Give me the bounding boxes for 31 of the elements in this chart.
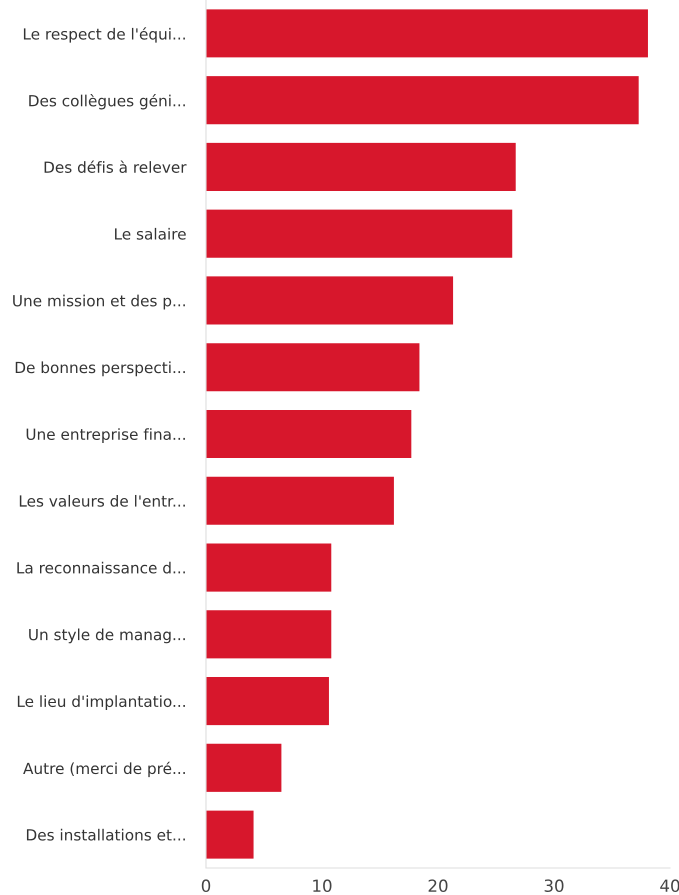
bar: [206, 9, 648, 58]
x-tick-label: 10: [313, 879, 332, 892]
bar: [206, 343, 420, 392]
x-tick-label: 40: [660, 879, 679, 892]
bar: [206, 276, 454, 324]
y-tick-label: Des installations et...: [26, 828, 185, 841]
x-tick-label: 30: [544, 879, 564, 892]
bar: [206, 544, 332, 592]
y-tick-label: Des collègues géni...: [29, 94, 185, 110]
y-tick-label: Autre (merci de pré...: [23, 762, 185, 778]
y-tick-label: Le respect de l'équi...: [24, 27, 185, 43]
y-tick-label: Le salaire: [115, 228, 186, 240]
x-tick-label: 0: [202, 879, 210, 892]
bar: [206, 410, 412, 458]
y-tick-label: Les valeurs de l'entr...: [20, 494, 185, 507]
y-tick-label: La reconnaissance d...: [17, 562, 185, 574]
bar: [206, 744, 282, 792]
bar: [206, 610, 332, 658]
y-tick-label: Une entreprise fina...: [26, 428, 185, 443]
bar: [206, 677, 329, 726]
y-tick-label: Une mission et des p...: [13, 294, 185, 310]
y-tick-label: Le lieu d'implantatio...: [18, 695, 185, 710]
x-tick-label: 20: [428, 879, 448, 892]
bar: [206, 76, 639, 124]
y-tick-label: Un style de manag...: [29, 628, 185, 644]
y-tick-label: De bonnes perspecti...: [16, 361, 185, 376]
y-tick-label: Des défis à relever: [44, 160, 187, 173]
bar: [206, 476, 394, 525]
bar: [206, 810, 254, 859]
bar: [206, 142, 516, 191]
bar: [206, 210, 512, 258]
